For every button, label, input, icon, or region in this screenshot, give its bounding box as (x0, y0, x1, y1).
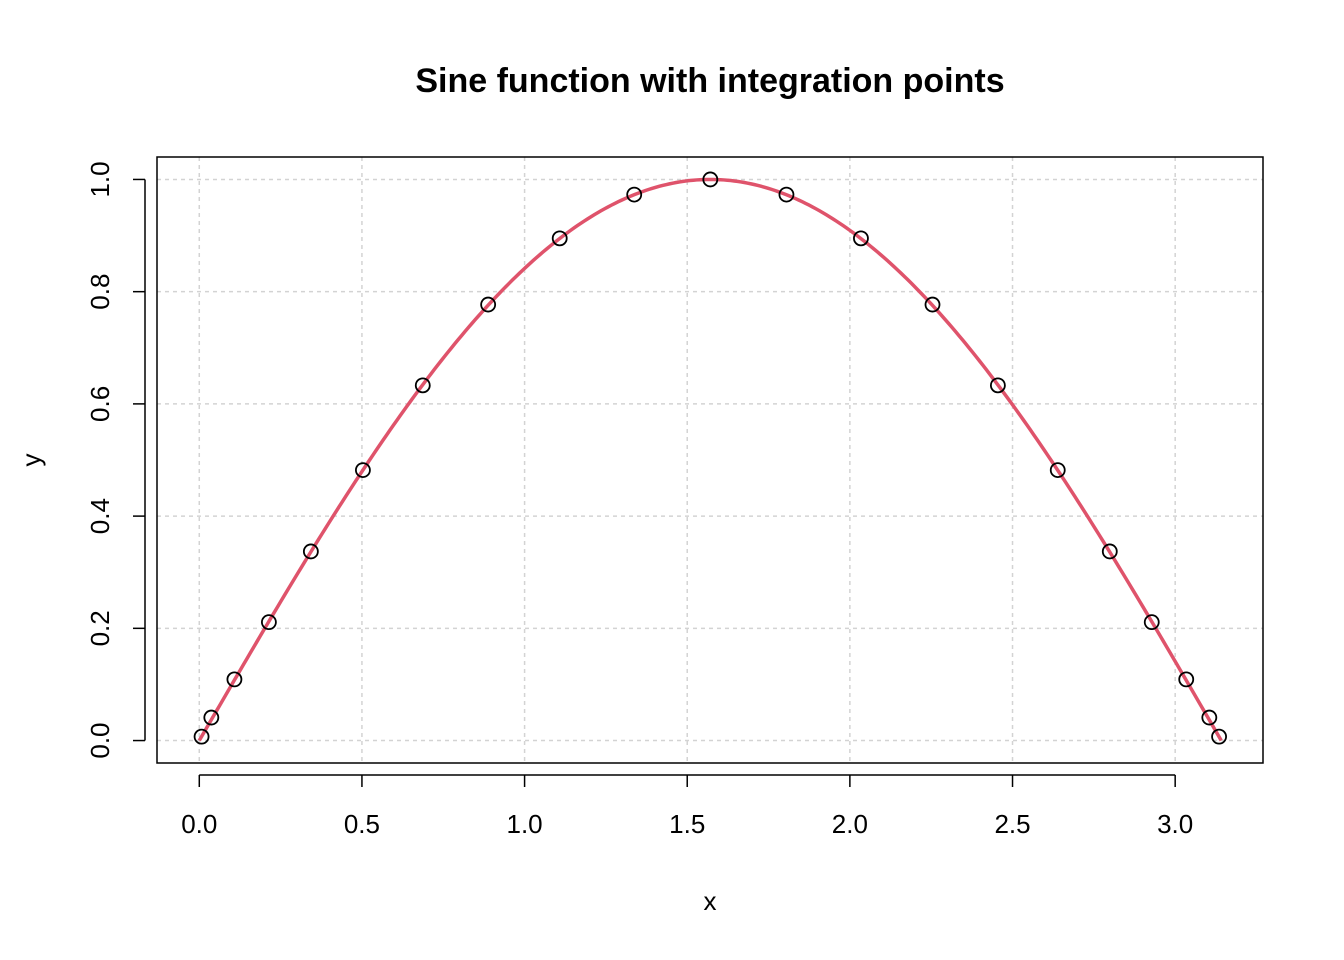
integration-point (203, 709, 220, 726)
chart-title: Sine function with integration points (415, 62, 1004, 100)
y-tick-label: 0.0 (85, 722, 115, 758)
integration-point (778, 186, 795, 203)
x-tick-label: 2.0 (832, 809, 868, 839)
x-tick-label: 1.0 (507, 809, 543, 839)
integration-points (193, 171, 1227, 745)
integration-point (924, 296, 941, 313)
integration-point (226, 671, 243, 688)
integration-point (480, 296, 497, 313)
integration-point (989, 377, 1006, 394)
integration-point (261, 614, 277, 631)
y-axis-label: y (16, 454, 46, 467)
y-tick-label: 0.2 (85, 610, 115, 646)
y-tick-label: 0.6 (85, 386, 115, 422)
integration-point (1201, 709, 1218, 726)
plot-frame (156, 156, 1264, 764)
x-tick-label: 2.5 (994, 809, 1030, 839)
x-tick-label: 3.0 (1157, 809, 1193, 839)
integration-point (302, 543, 319, 560)
integration-point (1211, 728, 1227, 745)
x-tick-label: 0.0 (181, 809, 217, 839)
y-tick-label: 1.0 (85, 161, 115, 197)
integration-point (626, 186, 643, 203)
x-tick-label: 1.5 (669, 809, 705, 839)
y-tick-label: 0.4 (85, 498, 115, 534)
integration-point (414, 377, 431, 394)
integration-point (193, 728, 210, 745)
grid (157, 157, 1263, 763)
x-axis-label: x (704, 886, 717, 916)
integration-point (702, 171, 719, 188)
integration-point (1143, 614, 1160, 631)
axes: 0.0 0.5 1.0 1.5 2.0 2.5 3.0 0.0 0.2 0.4 0.6 0.8 1.0 (85, 161, 1193, 839)
integration-point (1101, 543, 1118, 560)
integration-point (1178, 671, 1195, 688)
integration-point (853, 230, 869, 247)
integration-point (355, 462, 371, 479)
sine-curve (197, 177, 1223, 742)
y-tick-label: 0.8 (85, 274, 115, 310)
integration-point (1049, 462, 1066, 479)
integration-point (551, 230, 568, 247)
x-tick-label: 0.5 (344, 809, 380, 839)
